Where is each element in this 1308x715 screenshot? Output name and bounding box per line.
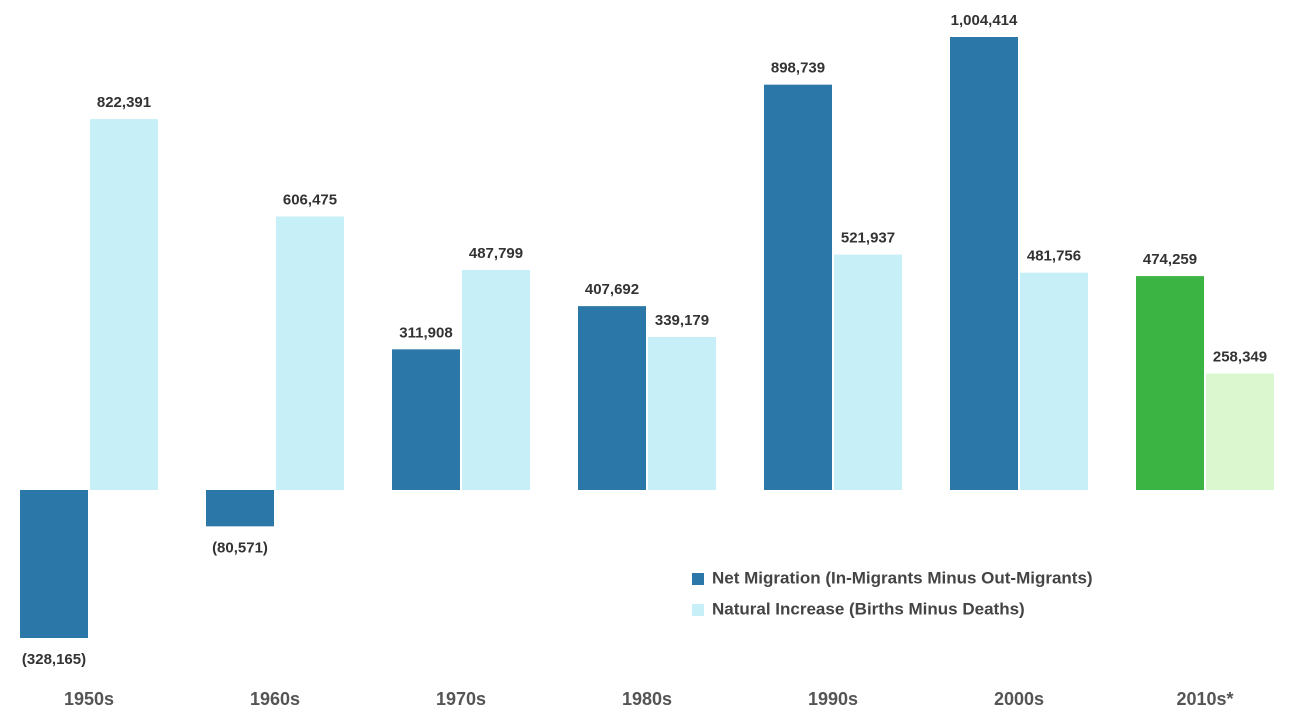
bar: [834, 254, 902, 490]
legend-swatch: [692, 604, 704, 616]
value-label: 258,349: [1213, 348, 1267, 365]
bar: [648, 337, 716, 490]
value-label: 1,004,414: [951, 12, 1018, 29]
value-label: 898,739: [771, 60, 825, 77]
x-tick-label: 1970s: [436, 689, 486, 709]
bar: [20, 490, 88, 639]
bar: [462, 269, 530, 490]
value-label: 339,179: [655, 312, 709, 329]
x-tick-label: 1950s: [64, 689, 114, 709]
x-tick-label: 2010s*: [1176, 689, 1233, 709]
x-tick-label: 1990s: [808, 689, 858, 709]
value-label: 487,799: [469, 245, 523, 262]
legend-label: Natural Increase (Births Minus Deaths): [712, 599, 1025, 618]
value-label: 521,937: [841, 230, 895, 247]
value-label: 481,756: [1027, 248, 1081, 265]
value-label: 311,908: [399, 324, 452, 341]
x-tick-label: 1980s: [622, 689, 672, 709]
legend-label: Net Migration (In-Migrants Minus Out-Mig…: [712, 568, 1093, 587]
value-label: 822,391: [97, 94, 151, 111]
bar: [1206, 373, 1274, 490]
value-label: 474,259: [1143, 251, 1197, 268]
bar: [1020, 272, 1088, 490]
bar: [276, 216, 344, 490]
bar: [392, 349, 460, 490]
bar: [950, 37, 1018, 490]
bar: [764, 84, 832, 490]
bar: [578, 306, 646, 490]
value-label: 407,692: [585, 281, 639, 298]
bar: [206, 490, 274, 527]
bar: [90, 119, 158, 490]
legend-swatch: [692, 573, 704, 585]
value-label: 606,475: [283, 191, 337, 208]
bar: [1136, 276, 1204, 490]
x-tick-label: 1960s: [250, 689, 300, 709]
value-label: (328,165): [22, 651, 86, 668]
value-label: (80,571): [212, 539, 268, 556]
x-tick-label: 2000s: [994, 689, 1044, 709]
